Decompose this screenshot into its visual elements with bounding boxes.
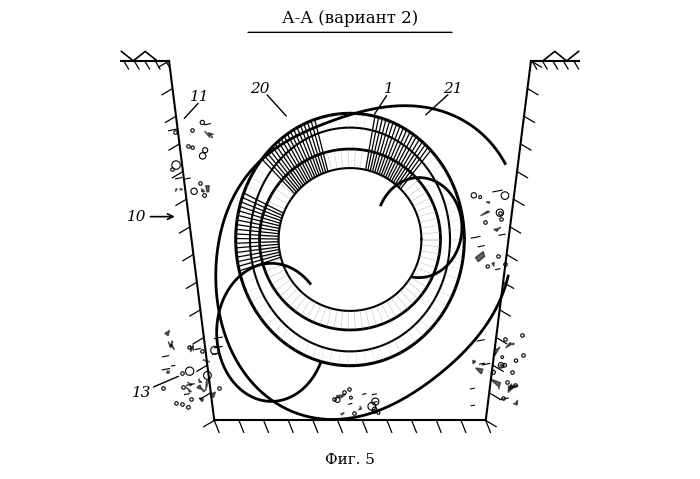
Polygon shape (202, 189, 204, 192)
Polygon shape (204, 131, 210, 137)
Polygon shape (199, 398, 203, 401)
Polygon shape (500, 365, 504, 367)
Polygon shape (486, 201, 490, 204)
Polygon shape (473, 360, 476, 364)
Text: А-А (вариант 2): А-А (вариант 2) (282, 10, 418, 26)
Polygon shape (186, 387, 192, 392)
Polygon shape (509, 384, 514, 389)
Polygon shape (164, 331, 170, 336)
Polygon shape (190, 344, 194, 352)
Text: Фиг. 5: Фиг. 5 (325, 453, 375, 467)
Polygon shape (180, 189, 183, 190)
Polygon shape (490, 379, 500, 389)
Polygon shape (206, 379, 209, 391)
Polygon shape (508, 386, 518, 392)
Polygon shape (505, 342, 514, 348)
Polygon shape (494, 227, 500, 231)
Text: 13: 13 (132, 386, 151, 400)
Polygon shape (475, 368, 483, 374)
Polygon shape (199, 379, 202, 382)
Text: 11: 11 (190, 90, 210, 103)
Polygon shape (514, 400, 517, 405)
Polygon shape (206, 185, 209, 192)
Text: 10: 10 (127, 210, 146, 224)
Text: 21: 21 (442, 82, 462, 96)
Polygon shape (168, 342, 174, 350)
Polygon shape (211, 392, 216, 398)
Polygon shape (203, 360, 210, 362)
Polygon shape (480, 211, 489, 216)
Polygon shape (167, 371, 169, 374)
Polygon shape (358, 406, 362, 410)
Polygon shape (169, 341, 173, 346)
Polygon shape (491, 372, 493, 373)
Text: 1: 1 (384, 82, 394, 96)
Text: 20: 20 (250, 82, 270, 96)
Polygon shape (492, 262, 495, 266)
Polygon shape (494, 347, 500, 356)
Polygon shape (341, 412, 344, 415)
Polygon shape (336, 394, 346, 398)
Polygon shape (188, 382, 193, 386)
Polygon shape (209, 133, 214, 138)
Polygon shape (197, 385, 205, 392)
Polygon shape (175, 188, 177, 192)
Polygon shape (475, 251, 485, 262)
